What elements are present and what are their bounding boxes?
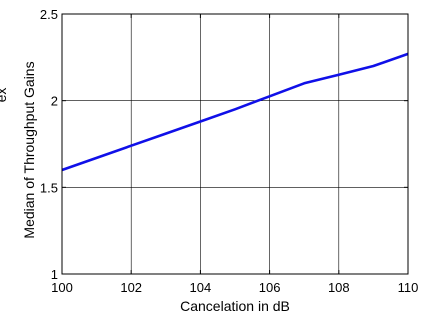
x-tick-label: 106 (259, 280, 281, 295)
series-line (61, 52, 409, 172)
x-axis-label: Cancelation in dB (180, 298, 290, 314)
x-tick-label: 108 (328, 280, 350, 295)
tick-labels: 100 102 104 106 108 110 1 1.5 2 2.5 (40, 7, 418, 295)
x-tick-label: 102 (120, 280, 142, 295)
y-tick-label: 2.5 (40, 7, 58, 22)
x-tick-label: 110 (398, 280, 419, 295)
x-tick-label: 100 (51, 280, 73, 295)
y-tick-label: 2 (51, 94, 58, 109)
truncated-label-fragment: ex (0, 88, 9, 103)
series-layer (61, 52, 409, 172)
grid (62, 14, 408, 274)
y-tick-label: 1 (51, 267, 58, 282)
y-axis-label: Median of Throughput Gains (21, 61, 37, 238)
y-tick-label: 1.5 (40, 180, 58, 195)
x-tick-label: 104 (190, 280, 212, 295)
plot-area-frame (61, 13, 409, 275)
ticks (61, 13, 409, 275)
